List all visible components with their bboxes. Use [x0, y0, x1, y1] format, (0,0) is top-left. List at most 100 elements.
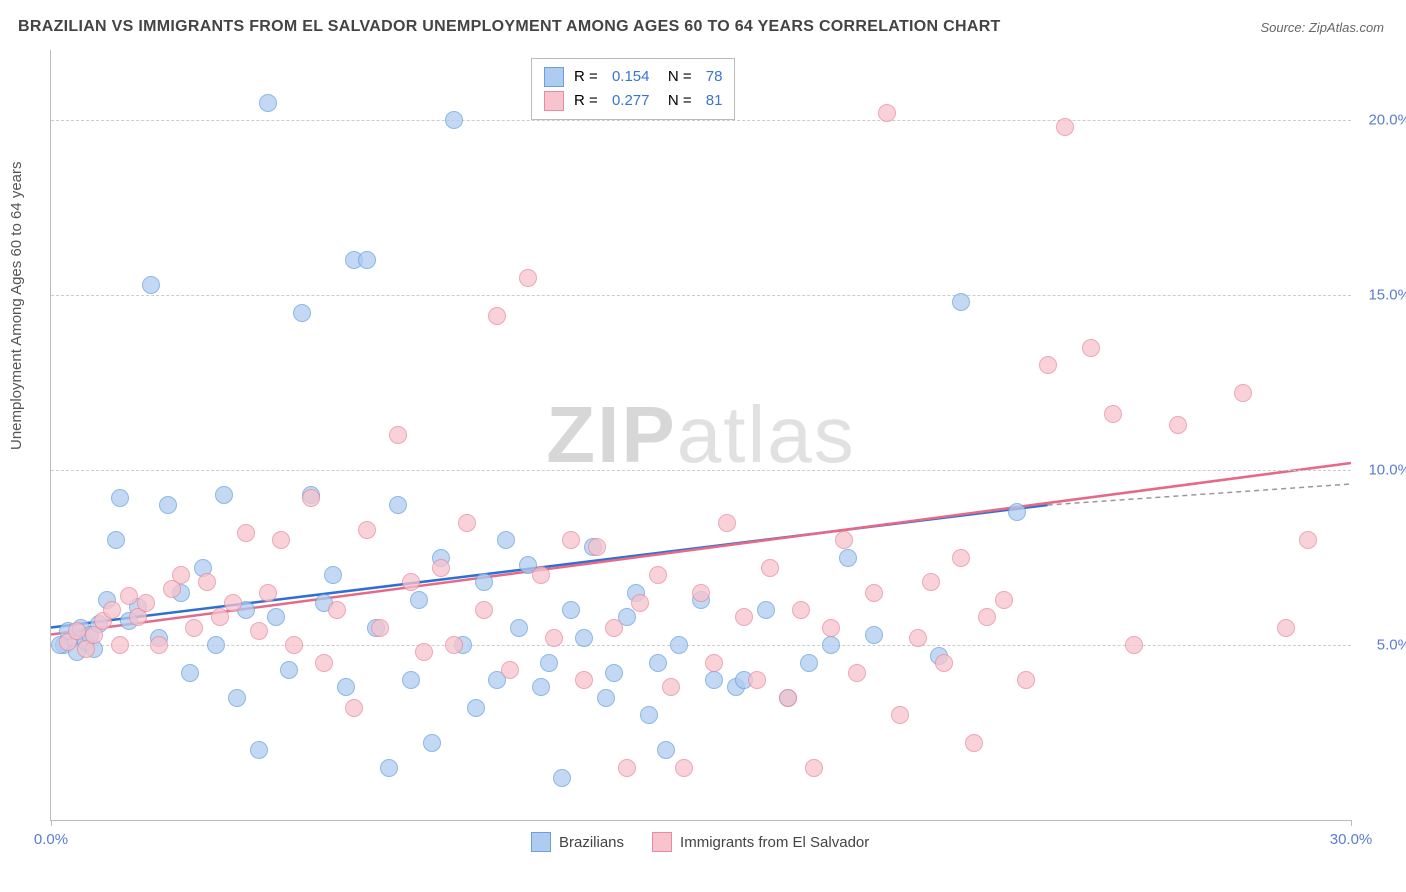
x-tick-label: 30.0%: [1330, 831, 1373, 848]
data-point: [1299, 531, 1317, 549]
x-tick-mark: [51, 820, 52, 826]
y-tick-label: 5.0%: [1377, 637, 1406, 654]
data-point: [111, 636, 129, 654]
data-point: [779, 689, 797, 707]
data-point: [328, 601, 346, 619]
swatch-icon: [652, 832, 672, 852]
data-point: [150, 636, 168, 654]
data-point: [185, 619, 203, 637]
series-name: Immigrants from El Salvador: [680, 834, 869, 851]
data-point: [748, 671, 766, 689]
data-point: [107, 531, 125, 549]
data-point: [250, 622, 268, 640]
y-axis-label: Unemployment Among Ages 60 to 64 years: [8, 161, 25, 450]
data-point: [259, 584, 277, 602]
stat-label: R =: [574, 65, 602, 89]
data-point: [597, 689, 615, 707]
data-point: [848, 664, 866, 682]
data-point: [423, 734, 441, 752]
data-point: [272, 531, 290, 549]
data-point: [909, 629, 927, 647]
data-point: [337, 678, 355, 696]
data-point: [293, 304, 311, 322]
data-point: [380, 759, 398, 777]
data-point: [805, 759, 823, 777]
gridline: [51, 645, 1351, 646]
data-point: [1234, 384, 1252, 402]
data-point: [402, 671, 420, 689]
data-point: [562, 531, 580, 549]
data-point: [488, 307, 506, 325]
data-point: [995, 591, 1013, 609]
data-point: [952, 293, 970, 311]
data-point: [402, 573, 420, 591]
data-point: [545, 629, 563, 647]
data-point: [259, 94, 277, 112]
data-point: [792, 601, 810, 619]
data-point: [501, 661, 519, 679]
page-title: BRAZILIAN VS IMMIGRANTS FROM EL SALVADOR…: [18, 18, 1001, 36]
data-point: [978, 608, 996, 626]
data-point: [1082, 339, 1100, 357]
data-point: [865, 584, 883, 602]
gridline: [51, 470, 1351, 471]
x-tick-label: 0.0%: [34, 831, 68, 848]
data-point: [640, 706, 658, 724]
data-point: [692, 584, 710, 602]
data-point: [415, 643, 433, 661]
swatch-icon: [544, 67, 564, 87]
data-point: [735, 608, 753, 626]
data-point: [207, 636, 225, 654]
data-point: [228, 689, 246, 707]
data-point: [553, 769, 571, 787]
data-point: [137, 594, 155, 612]
data-point: [922, 573, 940, 591]
data-point: [839, 549, 857, 567]
data-point: [172, 566, 190, 584]
swatch-icon: [531, 832, 551, 852]
data-point: [410, 591, 428, 609]
data-point: [445, 111, 463, 129]
data-point: [1104, 405, 1122, 423]
data-point: [475, 601, 493, 619]
y-tick-label: 20.0%: [1368, 112, 1406, 129]
data-point: [345, 699, 363, 717]
stats-row: R = 0.154 N = 78: [544, 65, 722, 89]
data-point: [68, 622, 86, 640]
r-value: 0.277: [612, 89, 650, 113]
data-point: [965, 734, 983, 752]
data-point: [718, 514, 736, 532]
data-point: [358, 521, 376, 539]
stats-legend: R = 0.154 N = 78 R = 0.277 N = 81: [531, 58, 735, 120]
data-point: [822, 619, 840, 637]
data-point: [510, 619, 528, 637]
data-point: [1017, 671, 1035, 689]
data-point: [878, 104, 896, 122]
data-point: [215, 486, 233, 504]
data-point: [181, 664, 199, 682]
swatch-icon: [544, 91, 564, 111]
data-point: [657, 741, 675, 759]
data-point: [575, 629, 593, 647]
data-point: [675, 759, 693, 777]
series-legend: Brazilians Immigrants from El Salvador: [531, 832, 869, 852]
data-point: [532, 566, 550, 584]
data-point: [497, 531, 515, 549]
data-point: [237, 524, 255, 542]
data-point: [445, 636, 463, 654]
data-point: [649, 566, 667, 584]
data-point: [662, 678, 680, 696]
data-point: [519, 269, 537, 287]
y-tick-label: 15.0%: [1368, 287, 1406, 304]
x-tick-mark: [1351, 820, 1352, 826]
stat-label: N =: [659, 89, 695, 113]
data-point: [605, 619, 623, 637]
data-point: [705, 654, 723, 672]
data-point: [111, 489, 129, 507]
data-point: [267, 608, 285, 626]
data-point: [120, 587, 138, 605]
data-point: [618, 759, 636, 777]
source-label: Source: ZipAtlas.com: [1260, 20, 1384, 35]
legend-item: Immigrants from El Salvador: [652, 832, 869, 852]
n-value: 81: [706, 89, 723, 113]
